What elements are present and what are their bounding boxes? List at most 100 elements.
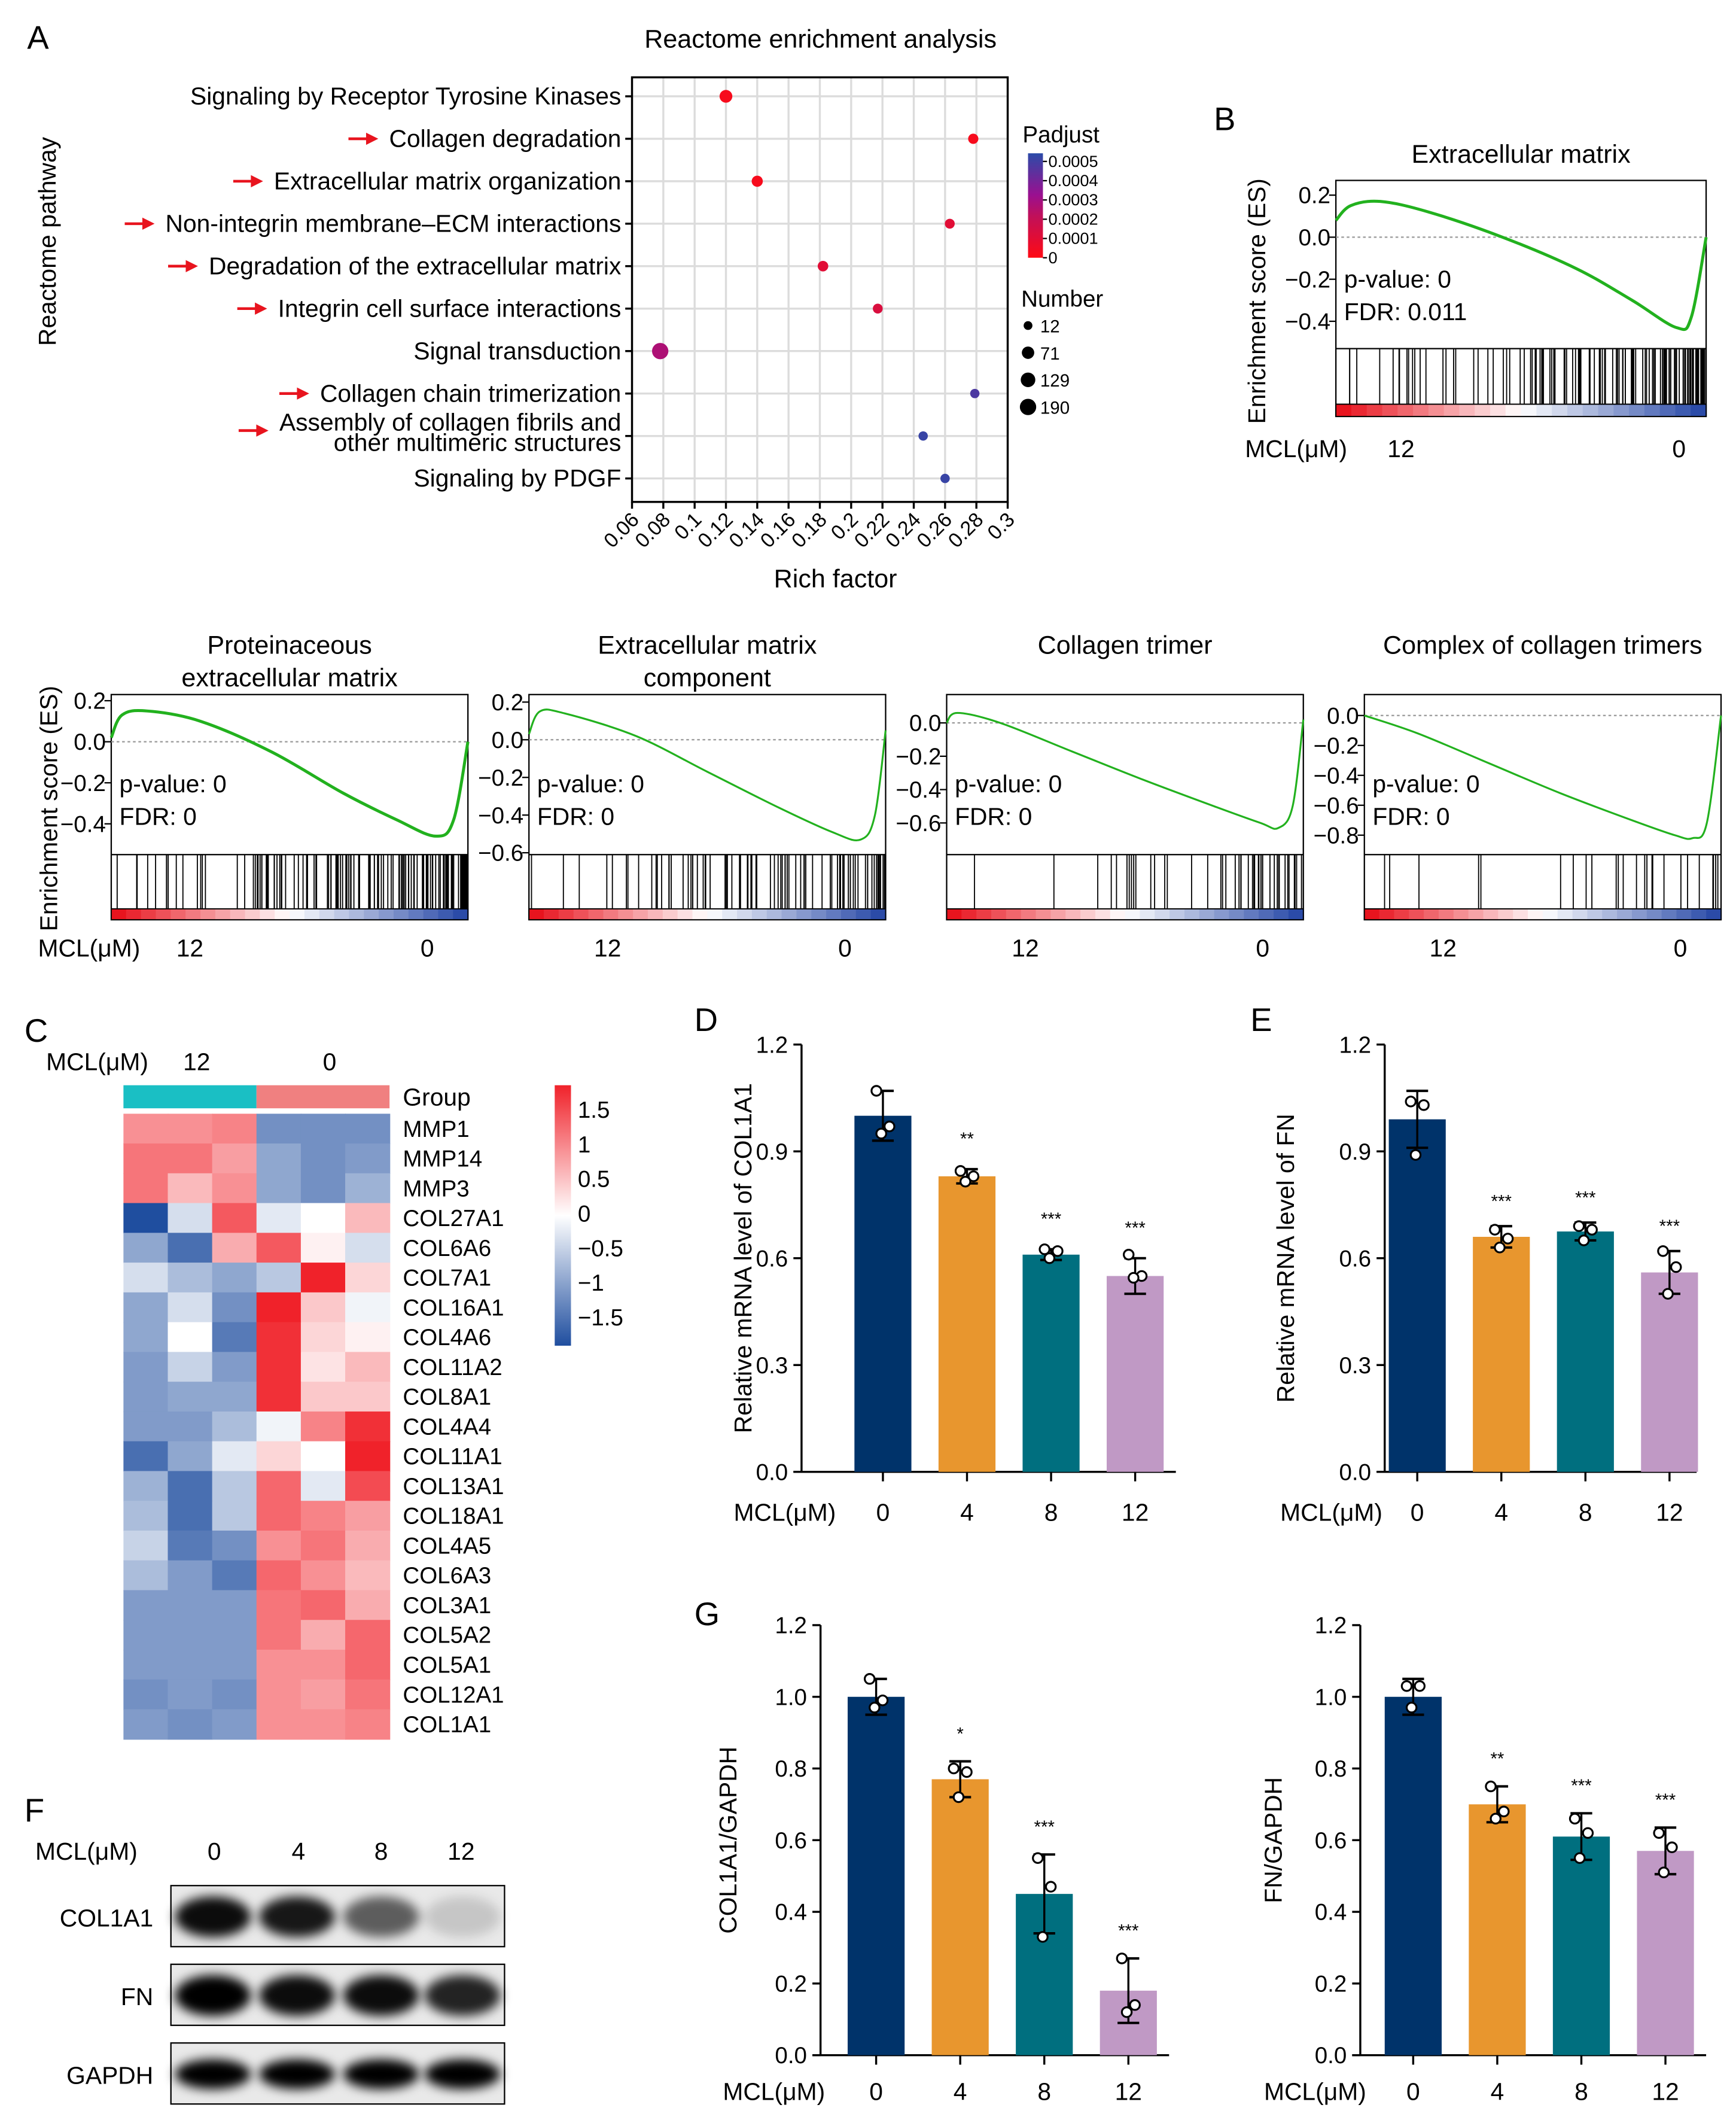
x-tick-label: 4 xyxy=(960,1498,974,1526)
pathway-label: Collagen degradation xyxy=(389,125,622,153)
ranking-colorbar-segment xyxy=(722,908,738,920)
heatmap-cell xyxy=(300,1352,346,1383)
ranking-colorbar-segment xyxy=(408,908,424,920)
p-value-text: p-value: 0 xyxy=(1344,266,1451,293)
data-point xyxy=(1657,1245,1669,1257)
plot-frame xyxy=(1363,694,1722,921)
heatmap-cell xyxy=(167,1173,213,1204)
heatmap: MCL(μM) 12 0 Group MMP1 MMP14 MMP3 COL27A1 COL6A… xyxy=(46,1048,623,1740)
lane-label: 0 xyxy=(208,1838,221,1865)
ranking-colorbar-segment xyxy=(544,908,560,920)
ranking-colorbar-segment xyxy=(677,908,693,920)
gene-label: COL5A2 xyxy=(403,1623,491,1648)
y-tick-label: −0.4 xyxy=(896,777,941,803)
heatmap-cell xyxy=(345,1203,391,1234)
bar xyxy=(931,1779,989,2055)
heatmap-cell xyxy=(167,1233,213,1264)
size-legend-label: 190 xyxy=(1040,398,1070,418)
fdr-text: FDR: 0 xyxy=(955,802,1032,830)
bar xyxy=(1552,1836,1610,2055)
arrow-icon xyxy=(366,132,379,145)
heatmap-cell xyxy=(300,1292,346,1323)
gene-label: COL3A1 xyxy=(403,1593,491,1619)
heatmap-cell xyxy=(345,1679,391,1710)
ranking-colorbar-segment xyxy=(1409,908,1425,920)
ranking-colorbar-segment xyxy=(1528,908,1544,920)
western-blot: MCL(μM) 0 4 8 12 COL1A1 FN GAPDH xyxy=(35,1838,505,2105)
data-point xyxy=(1666,1841,1678,1854)
y-tick-label: 0.0 xyxy=(1299,225,1331,251)
bar xyxy=(1022,1254,1080,1472)
pathway-label: Signaling by PDGF xyxy=(413,464,621,492)
heatmap-cell xyxy=(167,1501,213,1532)
heatmap-cell xyxy=(167,1352,213,1383)
arrow-icon xyxy=(142,217,155,230)
arrow-icon xyxy=(185,260,198,273)
x-tick-label: 0.3 xyxy=(983,508,1019,544)
heatmap-cell xyxy=(212,1263,257,1293)
protein-band xyxy=(343,1975,419,2016)
data-point xyxy=(863,1673,876,1685)
heatmap-cell xyxy=(123,1709,169,1740)
ranking-colorbar-segment xyxy=(1155,908,1171,920)
enrichment-point xyxy=(940,473,950,483)
ranking-colorbar-segment xyxy=(453,908,469,920)
group-value: 0 xyxy=(323,1048,337,1076)
y-tick-label: −0.4 xyxy=(478,803,523,829)
heatmap-cell xyxy=(345,1292,391,1323)
heatmap-cell xyxy=(167,1411,213,1442)
heatmap-cell xyxy=(167,1560,213,1591)
protein-band xyxy=(424,2059,501,2089)
significance-marker: *** xyxy=(1118,1921,1138,1941)
x-axis-label: MCL(μM) xyxy=(1264,2078,1366,2105)
ranking-colorbar-segment xyxy=(1505,404,1522,416)
colorbar-label: 0 xyxy=(578,1202,590,1227)
ranking-colorbar-segment xyxy=(1661,908,1677,920)
heatmap-cell xyxy=(212,1114,257,1145)
y-tick-label: 0.8 xyxy=(775,1756,807,1782)
bar xyxy=(1107,1276,1164,1472)
heatmap-cell xyxy=(256,1322,302,1353)
ranking-colorbar-segment xyxy=(1274,908,1290,920)
data-point xyxy=(1653,1827,1665,1839)
heatmap-cell xyxy=(123,1292,169,1323)
ranking-colorbar-segment xyxy=(751,908,768,920)
ranking-colorbar-segment xyxy=(1602,908,1618,920)
gene-label: COL5A1 xyxy=(403,1652,491,1678)
heatmap-cell xyxy=(212,1530,257,1561)
heatmap-cell xyxy=(212,1292,257,1323)
heatmap-cell xyxy=(345,1322,391,1353)
heatmap-cell xyxy=(212,1560,257,1591)
ranking-colorbar-segment xyxy=(737,908,753,920)
ranking-colorbar-segment xyxy=(1199,908,1215,920)
heatmap-cell xyxy=(212,1620,257,1651)
group-label: MCL(μM) xyxy=(1245,435,1347,463)
chart-title: Reactome enrichment analysis xyxy=(644,25,997,53)
heatmap-cell xyxy=(167,1441,213,1472)
lane-label: 12 xyxy=(447,1838,474,1865)
y-tick-label: 0.0 xyxy=(1315,2043,1347,2069)
panel-letter-f: F xyxy=(25,1793,44,1829)
enrichment-curve xyxy=(946,711,1305,830)
enrichment-point xyxy=(945,218,955,229)
y-tick-label: 1.2 xyxy=(756,1032,788,1058)
heatmap-cell xyxy=(256,1471,302,1502)
low-dose-label: 0 xyxy=(421,934,434,962)
ranking-colorbar-segment xyxy=(1035,908,1052,920)
high-dose-label: 12 xyxy=(594,934,621,962)
y-tick-label: 0.0 xyxy=(775,2043,807,2069)
group-label: MCL(μM) xyxy=(46,1048,148,1076)
fdr-text: FDR: 0 xyxy=(120,802,197,830)
ranking-colorbar-segment xyxy=(1498,908,1514,920)
p-value-text: p-value: 0 xyxy=(537,770,644,798)
significance-marker: ** xyxy=(1490,1749,1504,1769)
ranking-colorbar-segment xyxy=(245,908,261,920)
protein-label: FN xyxy=(121,1983,153,2011)
ranking-colorbar-segment xyxy=(1706,908,1722,920)
heatmap-cell xyxy=(300,1203,346,1234)
y-tick-label: 1.2 xyxy=(1339,1032,1372,1058)
colorbar-label: −1.5 xyxy=(578,1305,623,1331)
ranking-colorbar-segment xyxy=(1613,404,1630,416)
enrichment-point xyxy=(719,90,733,103)
ranking-colorbar-segment xyxy=(573,908,589,920)
